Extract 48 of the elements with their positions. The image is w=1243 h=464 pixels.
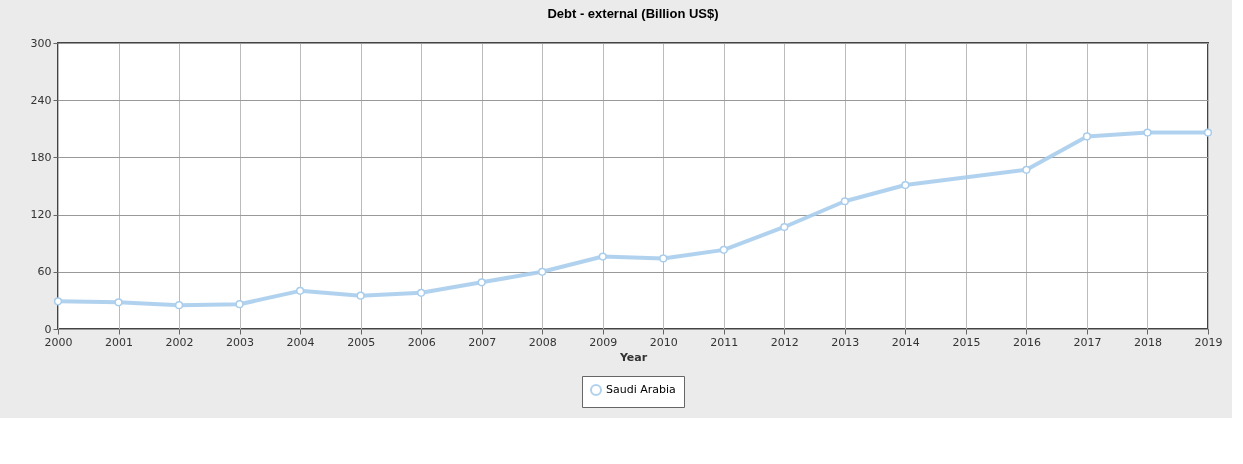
point (719, 245, 728, 254)
chart-title: Debt - external (Billion US$) (547, 6, 719, 21)
point (840, 197, 849, 206)
point (1143, 128, 1152, 137)
x-tick-label: 2016 (1012, 335, 1041, 349)
point (296, 286, 305, 295)
point (901, 180, 910, 190)
x-tick-label: 2007 (468, 335, 497, 349)
point (1082, 132, 1092, 141)
x-tick-label: 2019 (1194, 335, 1223, 349)
point (659, 254, 668, 263)
point (53, 297, 63, 306)
x-tick-label: 2002 (165, 335, 194, 349)
point (1203, 128, 1213, 137)
point (174, 301, 184, 310)
y-tick-label: 120 (30, 208, 52, 222)
x-tick-label: 2015 (952, 335, 981, 349)
x-tick-label: 2017 (1073, 335, 1102, 349)
point (780, 222, 789, 232)
x-tick-label: 2005 (347, 335, 376, 349)
x-tick-label: 2013 (831, 335, 860, 349)
point (538, 267, 547, 276)
y-tick-label: 180 (30, 150, 52, 164)
point (356, 291, 365, 300)
point (477, 278, 486, 287)
y-tick-label: 60 (37, 265, 52, 279)
x-tick-label: 2018 (1133, 335, 1162, 349)
point (598, 252, 607, 261)
x-tick-label: 2010 (649, 335, 678, 349)
x-tick-label: 2004 (286, 335, 315, 349)
x-tick-label: 2003 (226, 335, 255, 349)
point (235, 300, 244, 309)
x-tick-label: 2014 (891, 335, 920, 349)
x-tick-label: 2008 (528, 335, 557, 349)
point (417, 288, 426, 297)
x-tick-label: 2012 (770, 335, 799, 349)
x-tick-label: 2001 (105, 335, 134, 349)
x-tick-label: 2000 (44, 335, 73, 349)
point (114, 298, 123, 307)
x-tick-label: 2006 (407, 335, 436, 349)
legend-label: Saudi Arabia (606, 383, 676, 396)
x-axis-title: Year (618, 350, 648, 364)
y-tick-label: 300 (30, 36, 52, 50)
x-tick-label: 2009 (589, 335, 618, 349)
x-tick-label: 2011 (710, 335, 739, 349)
y-tick-label: 0 (44, 322, 52, 336)
y-tick-label: 240 (30, 93, 52, 107)
point (1022, 165, 1031, 174)
